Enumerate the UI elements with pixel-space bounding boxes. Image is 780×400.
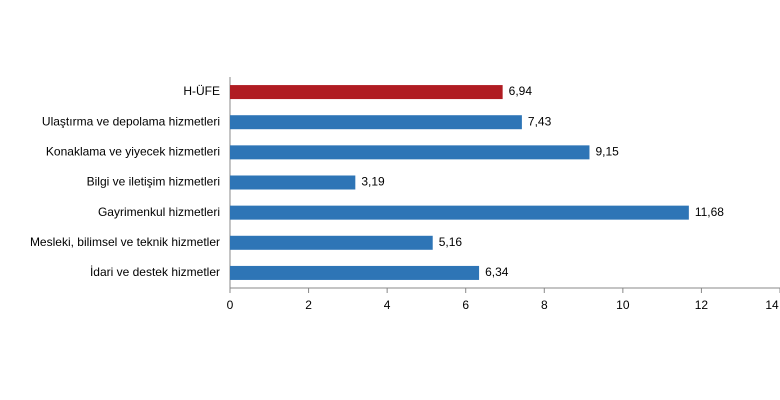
y-tick-label: H-ÜFE	[183, 84, 220, 98]
x-tick-label: 2	[305, 298, 312, 312]
value-label: 11,68	[695, 205, 724, 219]
bar	[230, 115, 522, 130]
y-tick-label: Mesleki, bilimsel ve teknik hizmetler	[30, 235, 220, 249]
value-label: 7,43	[528, 114, 552, 128]
bar	[230, 265, 480, 280]
bar	[230, 85, 503, 100]
y-tick-label: Gayrimenkul hizmetleri	[98, 205, 220, 219]
bar	[230, 235, 433, 250]
value-label: 3,19	[361, 175, 385, 189]
x-tick-label: 8	[541, 298, 548, 312]
x-tick-label: 4	[384, 298, 391, 312]
y-tick-label: Ulaştırma ve depolama hizmetleri	[42, 114, 220, 128]
value-label: 9,15	[595, 145, 619, 159]
value-label: 6,34	[485, 265, 509, 279]
bar	[230, 175, 356, 190]
x-tick-label: 10	[616, 298, 630, 312]
value-label: 5,16	[439, 235, 463, 249]
x-tick-label: 12	[695, 298, 709, 312]
bar	[230, 145, 590, 160]
x-tick-label: 0	[227, 298, 234, 312]
x-tick-label: 6	[462, 298, 469, 312]
y-tick-label: Konaklama ve yiyecek hizmetleri	[46, 145, 220, 159]
y-tick-label: İdari ve destek hizmetler	[90, 265, 220, 279]
y-tick-label: Bilgi ve iletişim hizmetleri	[87, 175, 220, 189]
bar	[230, 205, 689, 220]
value-label: 6,94	[509, 84, 533, 98]
x-tick-label: 14	[765, 298, 779, 312]
